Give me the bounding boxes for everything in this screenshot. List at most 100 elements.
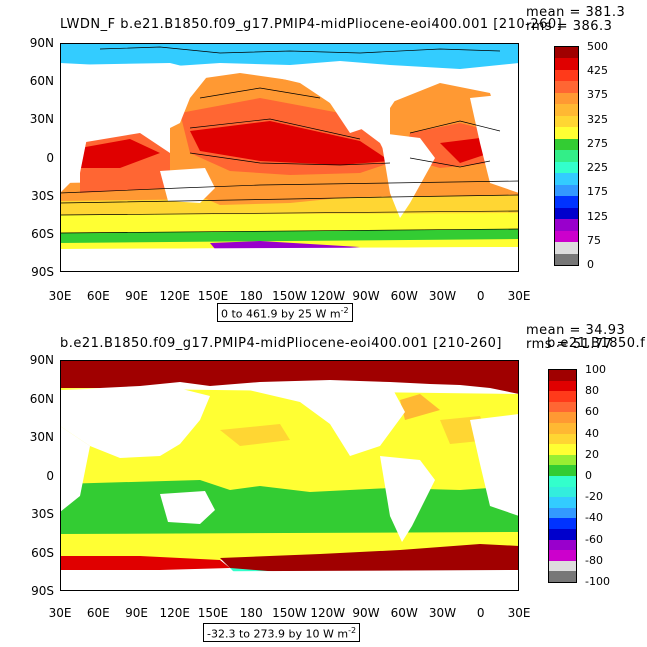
lon-tick-label: 30W [428,606,457,620]
panel-1-rms: rms = 386.3 [526,19,613,34]
colorbar-swatch [549,444,576,456]
colorbar-swatch [549,465,576,477]
colorbar-swatch [555,115,578,128]
colorbar-label: 80 [585,384,599,398]
panel-1-map [60,43,519,272]
arctic-ocean [60,360,519,394]
colorbar-swatch [555,47,578,59]
colorbar-swatch [549,497,576,509]
lon-tick-label: 180 [239,289,263,303]
lon-tick-label: 60E [86,289,110,303]
continent-antarctica [60,570,519,591]
lat-tick-label: 90N [29,353,54,367]
lat-tick-label: 90N [29,36,54,50]
colorbar-swatch [555,173,578,186]
panel-1-mean: mean = 381.3 [526,5,626,20]
colorbar-swatch [555,196,578,209]
colorbar-swatch [555,138,578,151]
colorbar-swatch [555,150,578,163]
lon-tick-label: 120W [310,289,346,303]
colorbar-swatch [555,81,578,94]
continent-africa [60,426,90,512]
arctic-ocean [60,43,519,69]
colorbar-swatch [555,161,578,174]
colorbar-label: 175 [587,185,608,199]
continent-eurasia [60,63,210,133]
panel-1-range-text: 0 to 461.9 by 25 W m [221,307,341,321]
lon-tick-label: 90W [352,606,380,620]
southern-ocean-yellow [60,211,519,235]
colorbar-swatch [549,401,576,413]
colorbar-label: -40 [585,511,603,525]
lat-tick-label: 30S [31,188,54,203]
panel-2-frame [60,360,519,591]
panel-1-range-sup: -2 [340,306,349,315]
lon-tick-label: 120W [310,606,346,620]
colorbar-swatch [549,412,576,424]
colorbar-label: 375 [587,88,608,102]
continent-eurasia [60,386,210,458]
lon-tick-label: 30W [428,289,457,303]
lat-tick-label: 60S [31,545,54,560]
lon-tick-label: 30E [507,289,531,303]
colorbar-label: 60 [585,405,599,419]
lon-tick-label: 30E [507,606,531,620]
panel-2-colorbar [548,369,577,583]
lon-tick-label: 60E [86,606,110,620]
panel-2-range-sup: -2 [348,626,357,635]
colorbar-swatch [549,380,576,392]
lon-tick-label: 180 [239,606,263,620]
colorbar-swatch [555,230,578,243]
lon-tick-label: 90E [125,289,148,303]
colorbar-label: 100 [585,363,606,376]
colorbar-swatch [555,127,578,140]
colorbar-label: 325 [587,112,608,126]
lon-tick-label: 150W [272,606,307,620]
colorbar-label: 225 [587,161,608,175]
colorbar-swatch [555,92,578,105]
panel-2-range-label: -32.3 to 273.9 by 10 W m-2 [203,623,361,642]
colorbar-swatch [555,253,578,266]
colorbar-label: -20 [585,490,603,504]
continent-africa-east [470,414,519,516]
continent-antarctica [60,247,519,272]
continent-australia [160,168,215,203]
colorbar-label: 425 [587,64,608,78]
colorbar-label: -80 [585,553,603,567]
colorbar-swatch [549,550,576,562]
lon-tick-label: 60W [390,606,418,620]
continent-africa-east [470,93,519,193]
colorbar-swatch [555,104,578,117]
panel-2-title-overflow: b.e21.B1850.f [547,337,646,350]
colorbar-swatch [549,507,576,519]
colorbar-label: 500 [587,40,608,53]
lat-tick-label: 60N [29,391,54,406]
continent-north-america [240,65,400,133]
colorbar-swatch [555,242,578,255]
colorbar-label: 0 [585,469,592,482]
colorbar-swatch [549,476,576,488]
colorbar-swatch [549,391,576,403]
colorbar-label: -60 [585,532,603,546]
colorbar-label: 125 [587,209,608,223]
panel-2-title: b.e21.B1850.f09_g17.PMIP4-midPliocene-eo… [60,336,502,351]
lon-tick-label: 30E [48,289,72,303]
colorbar-label: 275 [587,136,608,150]
colorbar-swatch [555,207,578,220]
lat-tick-label: 30N [29,430,54,444]
continent-africa [60,103,90,193]
lat-tick-label: 0 [46,150,54,165]
lon-tick-label: 150E [197,289,229,303]
lon-tick-label: 90E [125,606,148,620]
panel-2-map [60,360,519,591]
lon-tick-label: 90W [352,289,380,303]
continent-south-america [380,456,435,542]
colorbar-swatch [555,184,578,197]
panel-1-title: LWDN_F b.e21.B1850.f09_g17.PMIP4-midPlio… [60,17,563,32]
colorbar-swatch [549,486,576,498]
colorbar-label: 40 [585,426,599,440]
colorbar-swatch [549,433,576,445]
colorbar-swatch [549,423,576,435]
panel-2-rms: rms = 51.77 [526,337,613,352]
panel-1-frame [60,43,519,272]
